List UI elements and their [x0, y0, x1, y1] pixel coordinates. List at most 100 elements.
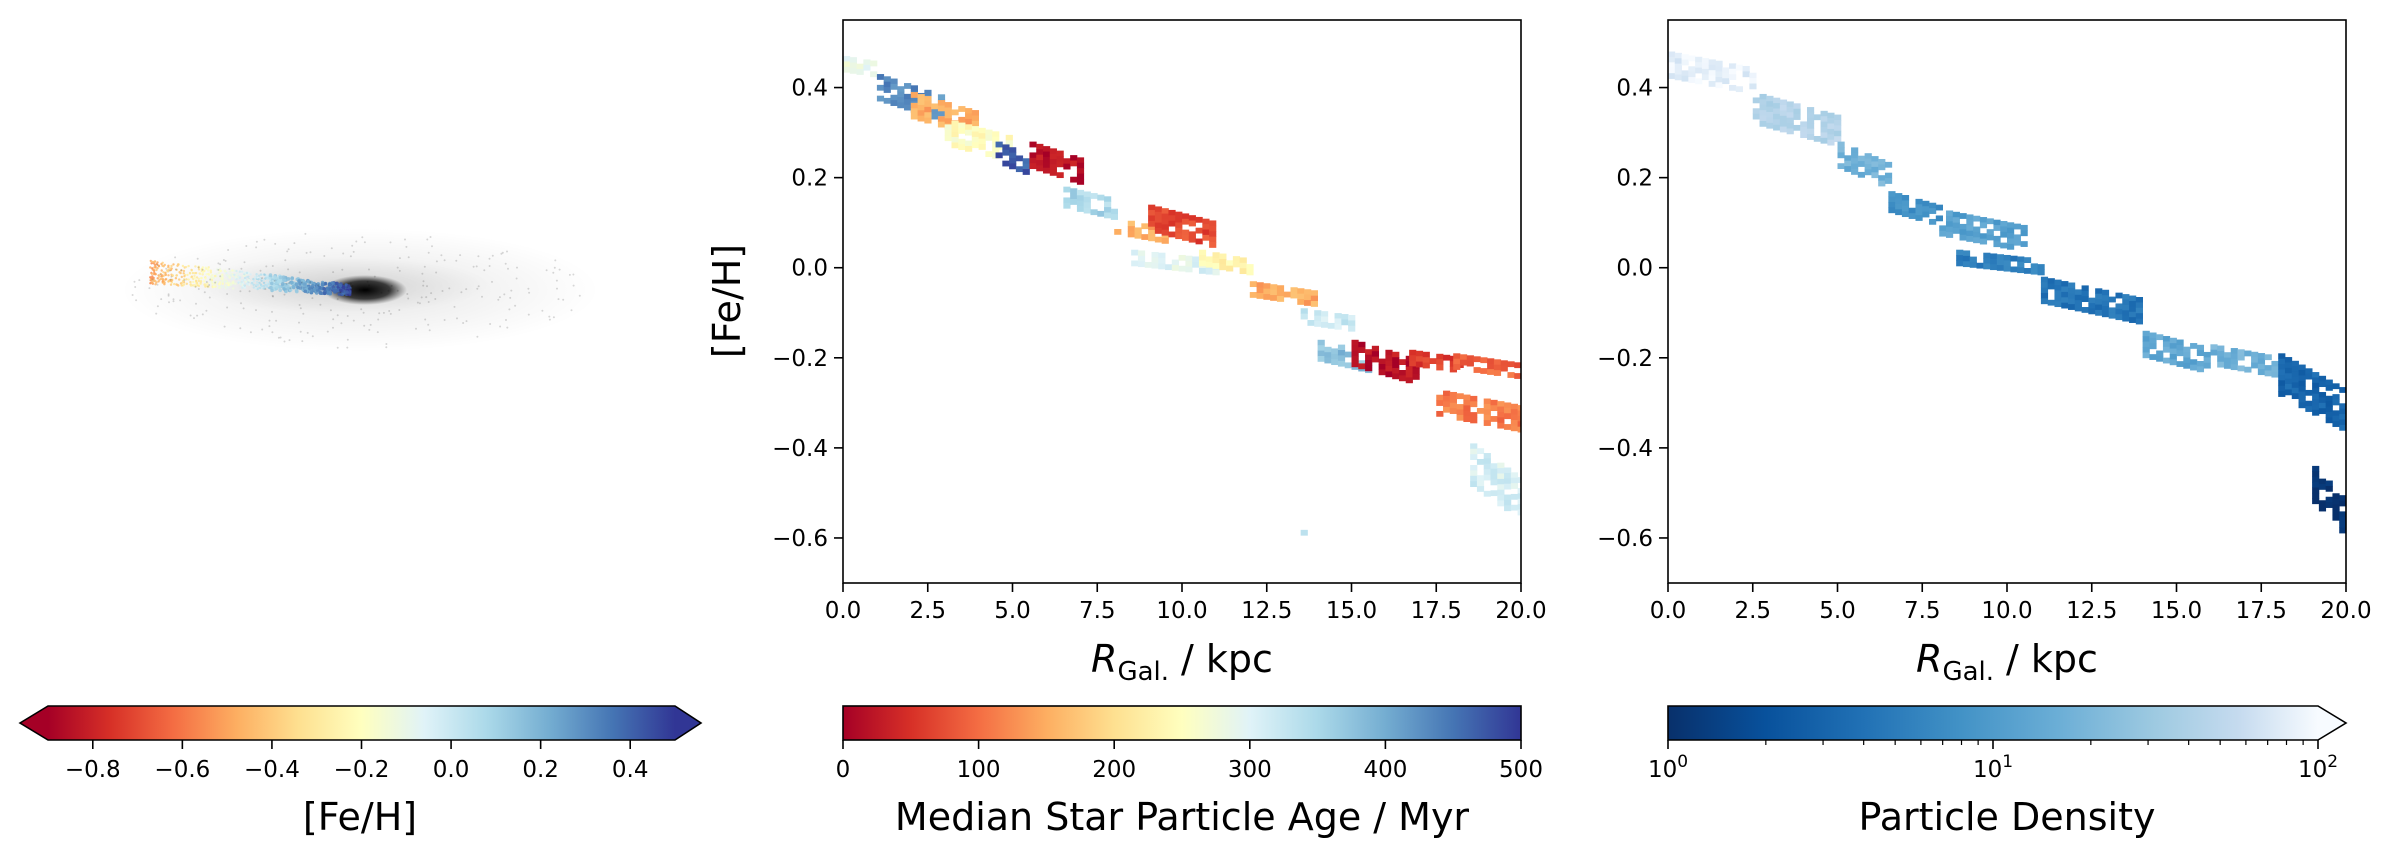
- galaxy-halo-particle: [553, 266, 556, 269]
- galaxy-particle: [230, 277, 233, 280]
- galaxy-halo-particle: [368, 328, 371, 331]
- particle-density-cell: [2291, 393, 2299, 400]
- galaxy-halo-particle: [398, 309, 401, 311]
- median-age-cell: [1063, 197, 1071, 204]
- particle-density-cell: [2339, 424, 2346, 431]
- median-age-cell: [1002, 149, 1010, 156]
- median-age-cell: [1497, 473, 1505, 480]
- particle-density-cell: [1915, 204, 1923, 211]
- particle-density-cell: [1793, 114, 1801, 120]
- particle-density-cell: [1722, 72, 1730, 79]
- galaxy-particle: [314, 291, 319, 295]
- particle-density-ytick-label: 0.4: [1616, 76, 1653, 102]
- galaxy-particle: [229, 273, 233, 276]
- galaxy-halo-particle: [396, 266, 399, 269]
- median-age-cell: [971, 110, 979, 116]
- median-age-cell: [1497, 406, 1505, 413]
- galaxy-halo-particle: [352, 250, 355, 253]
- particle-density-cell: [1820, 137, 1828, 144]
- median-age-cell: [1348, 325, 1356, 332]
- galaxy-halo-particle: [435, 271, 438, 274]
- median-age-cell: [1137, 255, 1146, 262]
- galaxy-particle: [204, 285, 207, 288]
- galaxy-particle: [152, 269, 156, 272]
- median-age-cell: [1097, 210, 1105, 217]
- particle-density-cell: [2339, 516, 2346, 523]
- galaxy-particle: [187, 278, 190, 281]
- particle-density-cell: [2230, 353, 2238, 360]
- galaxy-halo-particle: [358, 289, 361, 291]
- median-age-cell: [1154, 217, 1163, 224]
- galaxy-halo-particle: [155, 312, 158, 315]
- galaxy-halo-particle: [206, 285, 209, 288]
- galaxy-halo-particle: [288, 282, 291, 285]
- particle-density-cell: [1990, 258, 1998, 265]
- median-age-cell: [1154, 222, 1163, 229]
- galaxy-halo-particle: [443, 319, 446, 321]
- particle-density-cell: [2318, 381, 2327, 388]
- galaxy-halo-particle: [363, 324, 366, 327]
- median-age-cell: [1476, 459, 1485, 465]
- galaxy-particle: [203, 280, 206, 283]
- galaxy-halo-particle: [336, 314, 339, 317]
- galaxy-particle: [182, 269, 186, 273]
- median-age-cell: [1436, 353, 1444, 360]
- median-age-cell: [1036, 160, 1044, 166]
- particle-density-cell: [1945, 210, 1954, 217]
- median-age-cell: [1246, 269, 1254, 276]
- particle-density-cell: [1708, 59, 1716, 66]
- median-age-cell: [1151, 257, 1159, 264]
- galaxy-particle: [322, 291, 327, 296]
- median-age-cell: [1256, 287, 1264, 294]
- galaxy-halo-particle: [275, 319, 278, 322]
- median-age-cell: [897, 97, 905, 103]
- median-age-cell: [1500, 365, 1508, 372]
- density-colorbar-tick-base: 10: [1973, 757, 2002, 783]
- galaxy-halo-particle: [423, 265, 426, 268]
- galaxy-particle: [195, 279, 198, 283]
- median-age-cell: [937, 121, 946, 128]
- particle-density-cell: [1969, 256, 1977, 263]
- median-age-cell: [910, 108, 918, 115]
- median-age-cell: [1239, 257, 1247, 264]
- median-age-cell: [951, 142, 959, 149]
- particle-density-cell: [1962, 250, 1971, 257]
- particle-density-cell: [2047, 299, 2055, 306]
- particle-density-cell: [1695, 56, 1703, 63]
- particle-density-cell: [2176, 344, 2184, 351]
- galaxy-halo-particle: [435, 260, 438, 263]
- median-age-cell: [1470, 470, 1478, 477]
- median-age-cell: [1226, 265, 1234, 272]
- particle-density-cell: [1820, 132, 1828, 139]
- median-age-cell: [1029, 163, 1037, 170]
- galaxy-particle: [232, 280, 235, 283]
- median-age-cell: [1263, 283, 1271, 290]
- median-age-cell: [1483, 414, 1491, 421]
- median-age-cell: [1009, 163, 1017, 170]
- median-age-cell: [924, 106, 932, 113]
- particle-density-ytick-label: 0.2: [1616, 166, 1653, 192]
- galaxy-halo-particle: [249, 331, 252, 334]
- median-age-cell: [937, 105, 946, 112]
- particle-density-cell: [1820, 127, 1828, 133]
- galaxy-particle: [175, 268, 178, 271]
- particle-density-cell: [2007, 233, 2015, 239]
- median-age-cell: [1182, 218, 1190, 225]
- median-age-cell: [1009, 158, 1017, 164]
- median-age-cell: [1483, 458, 1491, 465]
- particle-density-cell: [1759, 99, 1767, 106]
- galaxy-particle: [169, 267, 172, 270]
- median-age-cell: [1049, 153, 1057, 160]
- particle-density-cell: [2183, 346, 2191, 353]
- particle-density-cell: [2156, 355, 2164, 362]
- median-age-ytick-label: 0.2: [791, 166, 828, 192]
- galaxy-halo-particle: [373, 275, 376, 278]
- galaxy-halo-particle: [427, 323, 430, 326]
- galaxy-particle: [180, 284, 183, 287]
- galaxy-particle: [193, 277, 196, 280]
- galaxy-halo-particle: [301, 340, 304, 343]
- galaxy-particle: [341, 285, 346, 290]
- galaxy-halo-particle: [332, 326, 334, 329]
- median-age-cell: [1392, 357, 1400, 363]
- particle-density-cell: [2318, 505, 2327, 512]
